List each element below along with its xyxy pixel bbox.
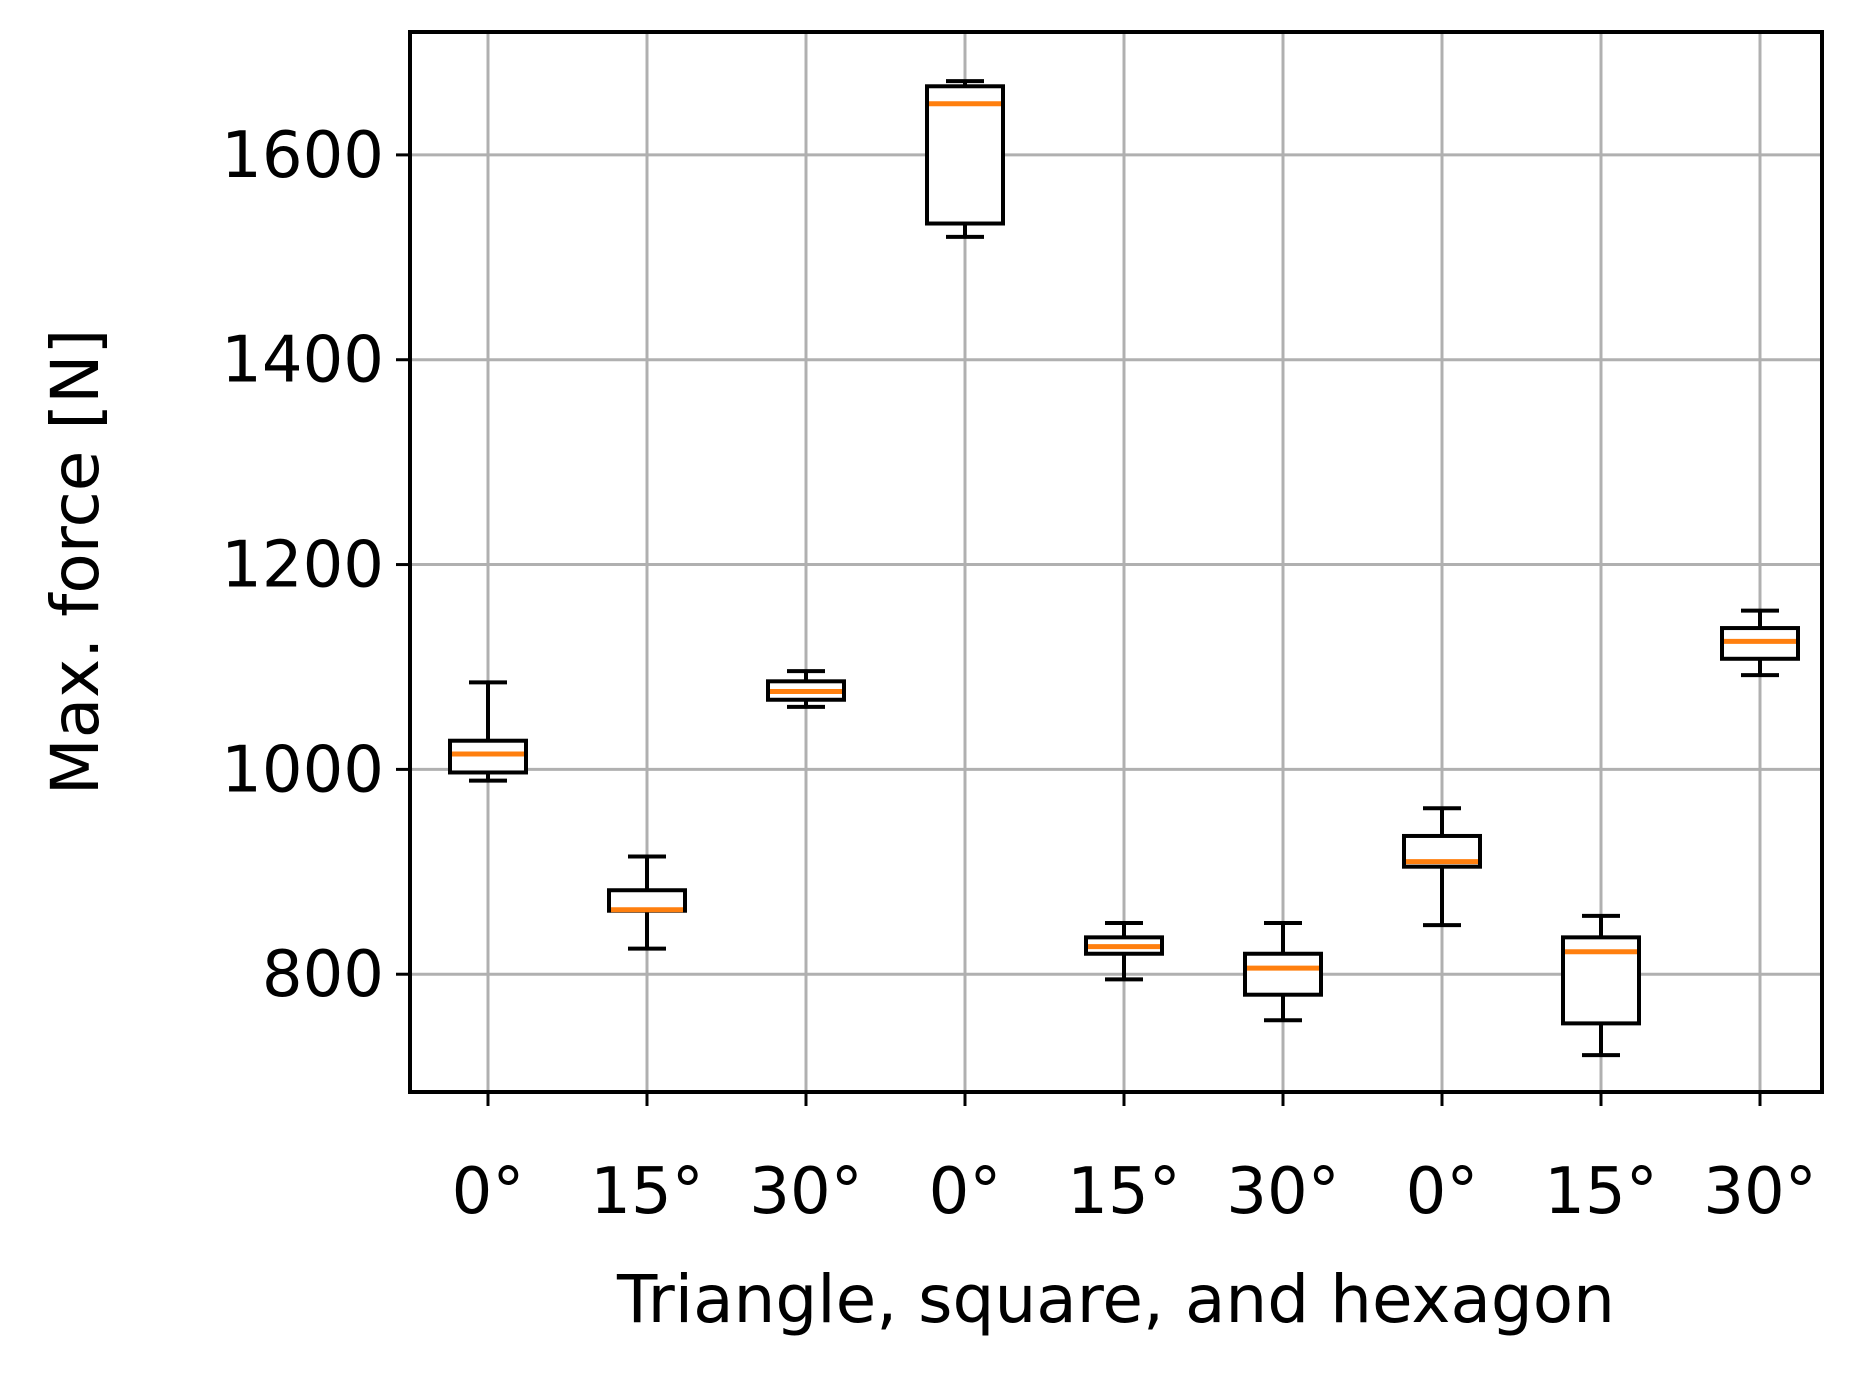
- x-tick-label: 15°: [1544, 1155, 1657, 1229]
- iqr-box: [448, 738, 528, 775]
- box-4: [925, 79, 1005, 239]
- box-3: [766, 669, 846, 709]
- y-tick-label: 1000: [221, 733, 384, 807]
- y-axis: 800 1000 1200 1400 1600: [221, 119, 410, 1012]
- grid-lines: [410, 32, 1822, 1092]
- box-2: [607, 854, 687, 951]
- x-axis: 0° 15° 30° 0° 15° 30° 0° 15° 30°: [452, 1092, 1817, 1229]
- box-6: [1243, 921, 1323, 1023]
- box-8: [1561, 913, 1641, 1058]
- box-7: [1402, 806, 1482, 928]
- box-5: [1084, 921, 1164, 982]
- box-series: [448, 79, 1800, 1058]
- x-axis-label: Triangle, square, and hexagon: [616, 1261, 1615, 1338]
- iqr-box: [1243, 951, 1323, 997]
- y-tick-label: 1600: [221, 119, 384, 193]
- y-axis-label: Max. force [N]: [37, 329, 114, 795]
- x-tick-label: 30°: [1703, 1155, 1816, 1229]
- plot-area-frame: [408, 30, 1824, 1094]
- x-tick-label: 0°: [452, 1155, 525, 1229]
- box-1: [448, 680, 528, 783]
- x-tick-label: 30°: [1226, 1155, 1339, 1229]
- box-9: [1720, 608, 1800, 678]
- y-tick-label: 800: [262, 938, 384, 1012]
- x-tick-label: 15°: [1067, 1155, 1180, 1229]
- x-tick-label: 0°: [929, 1155, 1002, 1229]
- iqr-box: [925, 84, 1005, 226]
- x-tick-label: 0°: [1406, 1155, 1479, 1229]
- x-tick-label: 15°: [590, 1155, 703, 1229]
- y-tick-label: 1200: [221, 529, 384, 603]
- y-tick-label: 1400: [221, 324, 384, 398]
- x-tick-label: 30°: [749, 1155, 862, 1229]
